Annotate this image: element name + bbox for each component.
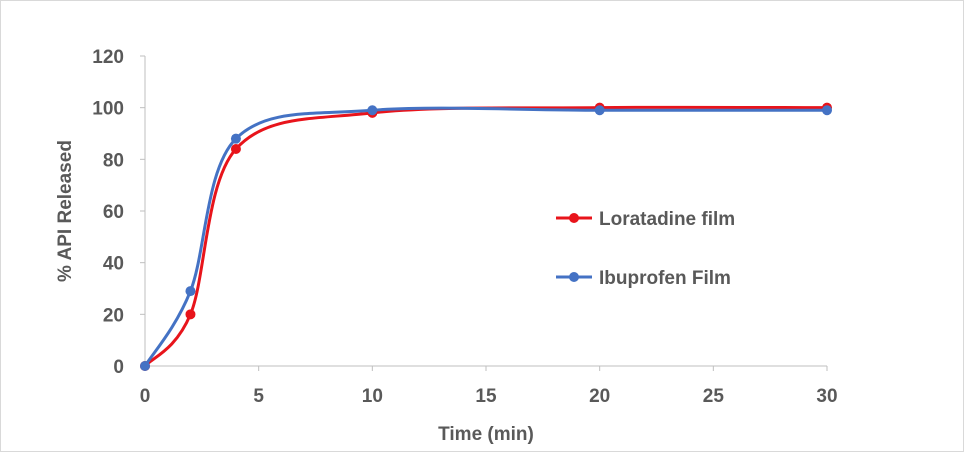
data-point-ibuprofen-film [594, 105, 605, 116]
series-ibuprofen-film [140, 105, 832, 371]
y-tick-label: 20 [103, 305, 124, 326]
x-tick-label: 25 [703, 386, 725, 407]
y-tick-label: 0 [113, 357, 124, 378]
data-point-loratadine-film [230, 144, 241, 154]
y-tick-label: 80 [103, 150, 124, 171]
y-axis-title: % API Released [55, 140, 76, 282]
x-axis-title: Time (min) [438, 424, 534, 445]
series-loratadine-film [140, 102, 832, 371]
legend-item-ibuprofen-film: Ibuprofen Film [556, 268, 731, 289]
x-tick-label: 20 [589, 386, 610, 407]
data-point-ibuprofen-film [140, 361, 150, 371]
data-point-loratadine-film [185, 309, 196, 320]
x-tick-label: 15 [475, 386, 497, 407]
legend: Loratadine film Ibuprofen Film [556, 209, 735, 289]
legend-swatch-marker [569, 213, 579, 223]
data-point-ibuprofen-film [367, 105, 378, 116]
x-tick-label: 30 [816, 386, 837, 407]
y-tick-label: 60 [103, 202, 124, 223]
data-point-ibuprofen-film [185, 286, 196, 297]
y-tick-label: 100 [92, 99, 124, 120]
data-point-ibuprofen-film [822, 105, 832, 116]
legend-item-loratadine-film: Loratadine film [556, 209, 735, 230]
x-tick-label: 5 [253, 386, 264, 407]
y-axis-ticks: 0 20 40 60 80 100 120 [92, 47, 145, 378]
series-line-loratadine-film [143, 105, 829, 368]
x-tick-label: 10 [362, 386, 383, 407]
legend-label: Loratadine film [599, 209, 735, 230]
y-tick-label: 120 [92, 47, 124, 68]
legend-swatch-marker [569, 272, 579, 282]
legend-label: Ibuprofen Film [599, 268, 731, 289]
y-tick-label: 40 [103, 254, 124, 275]
x-axis-ticks: 0 5 10 15 20 25 30 [140, 366, 838, 407]
series-line-ibuprofen-film [143, 106, 829, 368]
x-tick-label: 0 [140, 386, 151, 407]
series-layer [140, 102, 832, 371]
data-point-ibuprofen-film [230, 133, 241, 144]
